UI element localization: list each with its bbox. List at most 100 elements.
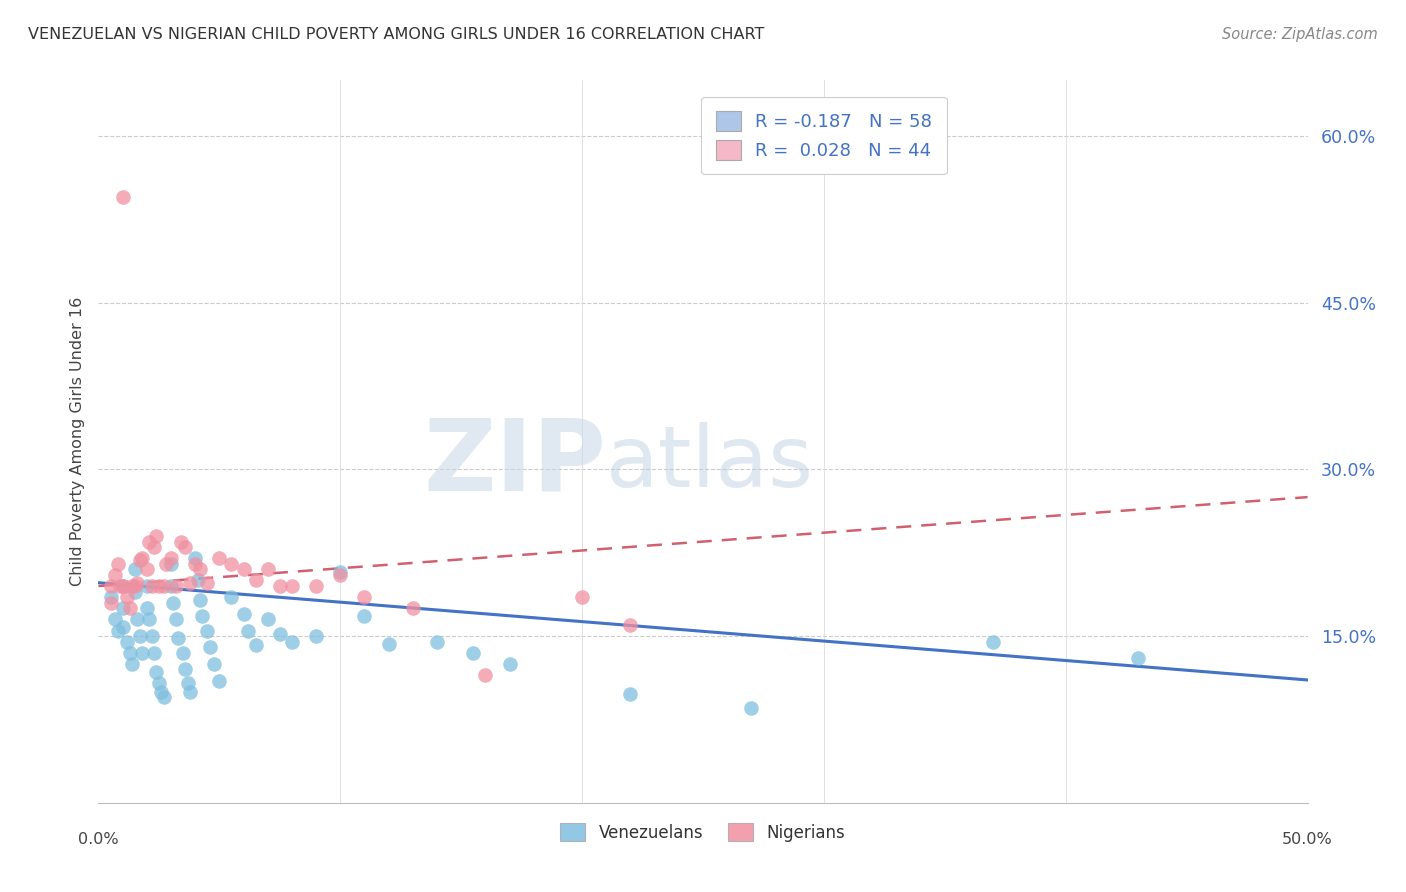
Point [135, 579, 157, 593]
Point [111, 579, 134, 593]
Point [191, 609, 214, 624]
Point [377, 637, 399, 651]
Text: 50.0%: 50.0% [1282, 831, 1333, 847]
Point [118, 601, 141, 615]
Point [177, 675, 200, 690]
Point [124, 579, 146, 593]
Point [269, 579, 291, 593]
Point [174, 540, 197, 554]
Point [127, 575, 149, 590]
Point [135, 562, 157, 576]
Point [208, 673, 231, 688]
Point [111, 601, 134, 615]
Point [100, 596, 122, 610]
Point [131, 646, 153, 660]
Point [172, 646, 194, 660]
Point [108, 579, 131, 593]
Point [353, 590, 375, 604]
Point [174, 662, 197, 676]
Text: 0.0%: 0.0% [79, 831, 118, 847]
Point [117, 590, 139, 604]
Point [128, 629, 150, 643]
Point [165, 612, 187, 626]
Point [619, 618, 641, 632]
Point [143, 646, 166, 660]
Point [104, 568, 127, 582]
Point [152, 579, 174, 593]
Point [426, 634, 449, 648]
Point [305, 579, 328, 593]
Point [141, 629, 163, 643]
Point [152, 690, 174, 705]
Point [148, 579, 170, 593]
Point [619, 687, 641, 701]
Point [138, 534, 160, 549]
Point [981, 634, 1004, 648]
Point [188, 593, 211, 607]
Point [208, 551, 231, 566]
Point [198, 640, 221, 655]
Point [155, 557, 177, 571]
Point [195, 575, 218, 590]
Point [111, 579, 134, 593]
Point [474, 668, 496, 682]
Point [135, 601, 157, 615]
Point [571, 590, 593, 604]
Point [1128, 651, 1150, 665]
Text: ZIP: ZIP [423, 415, 606, 512]
Point [107, 624, 129, 638]
Text: Source: ZipAtlas.com: Source: ZipAtlas.com [1222, 27, 1378, 42]
Legend: Venezuelans, Nigerians: Venezuelans, Nigerians [554, 817, 852, 848]
Point [107, 557, 129, 571]
Point [145, 665, 167, 679]
Point [179, 684, 201, 698]
Point [269, 627, 291, 641]
Point [131, 551, 153, 566]
Point [245, 574, 267, 588]
Point [121, 579, 143, 593]
Point [143, 540, 166, 554]
Point [160, 579, 183, 593]
Point [160, 551, 183, 566]
Text: VENEZUELAN VS NIGERIAN CHILD POVERTY AMONG GIRLS UNDER 16 CORRELATION CHART: VENEZUELAN VS NIGERIAN CHILD POVERTY AMO… [28, 27, 765, 42]
Point [329, 568, 352, 582]
Point [121, 657, 143, 671]
Point [124, 562, 146, 576]
Point [167, 632, 190, 646]
Point [160, 557, 183, 571]
Point [111, 190, 134, 204]
Point [195, 624, 218, 638]
Point [100, 590, 122, 604]
Point [150, 684, 173, 698]
Point [145, 529, 167, 543]
Point [463, 646, 485, 660]
Point [238, 624, 260, 638]
Point [128, 553, 150, 567]
Point [245, 638, 267, 652]
Point [169, 534, 191, 549]
Point [184, 551, 207, 566]
Point [353, 609, 375, 624]
Point [329, 565, 352, 579]
Y-axis label: Child Poverty Among Girls Under 16: Child Poverty Among Girls Under 16 [69, 297, 84, 586]
Point [118, 646, 141, 660]
Point [221, 557, 243, 571]
Point [204, 657, 226, 671]
Point [104, 612, 127, 626]
Point [111, 620, 134, 634]
Point [498, 657, 520, 671]
Point [281, 634, 304, 648]
Point [179, 575, 201, 590]
Point [141, 579, 163, 593]
Point [138, 612, 160, 626]
Text: atlas: atlas [606, 422, 814, 505]
Point [117, 634, 139, 648]
Point [256, 562, 278, 576]
Point [148, 675, 170, 690]
Point [305, 629, 328, 643]
Point [281, 579, 304, 593]
Point [232, 607, 254, 621]
Point [184, 557, 207, 571]
Point [740, 701, 762, 715]
Point [221, 590, 243, 604]
